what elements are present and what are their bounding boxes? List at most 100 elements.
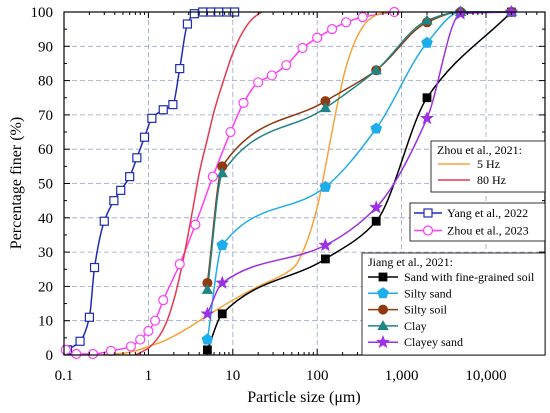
data-point-zhou-et-al-2023	[238, 97, 249, 108]
data-point-yang-et-al-2022	[132, 153, 142, 163]
data-point-sand-with-fine-grained-soil	[371, 216, 381, 226]
legend-frame	[361, 252, 546, 356]
legend-entry: Sand with fine-grained soil	[368, 270, 535, 284]
legend-swatch-marker	[376, 334, 390, 349]
legend-header: Zhou et al., 2021:	[437, 143, 522, 157]
legend-entry: Zhou et al., 2023	[414, 224, 529, 238]
legend-entry: 5 Hz	[438, 157, 500, 171]
data-point-clayey-sand	[215, 275, 230, 289]
data-point-silty-sand	[319, 180, 332, 192]
data-point-yang-et-al-2022	[109, 196, 119, 206]
data-point-clay	[319, 102, 332, 113]
y-axis-label: Percentage finer (%)	[8, 117, 25, 249]
legend-swatch-marker	[422, 225, 434, 236]
y-tick-label: 30	[38, 245, 53, 261]
data-point-clay	[370, 64, 382, 75]
data-point-zhou-et-al-2023	[281, 60, 292, 71]
legend-entry: Silty soil	[368, 303, 448, 317]
y-tick-label: 70	[38, 108, 53, 124]
data-point-yang-et-al-2022	[158, 105, 168, 115]
data-point-yang-et-al-2022	[175, 63, 185, 74]
data-point-yang-et-al-2022	[182, 19, 193, 29]
legend-label: Clayey sand	[404, 335, 463, 349]
data-point-zhou-et-al-2023	[158, 295, 169, 306]
legend-entry: Clayey sand	[368, 334, 463, 349]
data-point-clayey-sand	[369, 200, 384, 214]
legend-label: 80 Hz	[477, 173, 506, 187]
data-point-zhou-et-al-2023	[207, 171, 218, 182]
series-layer	[60, 4, 519, 360]
legend-label: Zhou et al., 2023	[447, 224, 529, 238]
legend-label: Silty soil	[404, 303, 448, 317]
legend-swatch-marker	[377, 320, 389, 331]
x-tick-label: 1,000	[385, 368, 419, 384]
data-point-zhou-et-al-2023	[87, 348, 99, 360]
y-tick-label: 20	[38, 279, 53, 295]
data-point-zhou-et-al-2023	[174, 259, 185, 270]
y-tick-label: 100	[31, 5, 54, 21]
data-point-sand-with-fine-grained-soil	[422, 93, 432, 103]
x-tick-label: 100	[306, 368, 329, 384]
y-tick-label: 80	[38, 74, 53, 90]
x-tick-label: 0.1	[55, 368, 74, 384]
data-point-zhou-et-al-2023	[143, 325, 154, 337]
legend-entry: Silty sand	[368, 286, 452, 300]
legend-label: Clay	[404, 319, 427, 333]
data-point-zhou-et-al-2023	[71, 348, 82, 360]
series-line-80-hz	[134, 11, 263, 356]
data-point-yang-et-al-2022	[89, 262, 100, 273]
x-tick-label: 1	[145, 368, 153, 384]
data-point-zhou-et-al-2023	[190, 219, 201, 230]
data-point-zhou-et-al-2023	[341, 17, 352, 28]
legend-frame	[430, 140, 546, 193]
legend-entry: Yang et al., 2022	[414, 206, 528, 220]
y-tick-label: 90	[38, 39, 53, 55]
data-point-clayey-sand	[200, 306, 215, 320]
data-point-zhou-et-al-2023	[60, 344, 71, 355]
legend-box: Zhou et al., 2021:5 Hz 80 Hz	[430, 140, 546, 193]
data-point-zhou-et-al-2023	[135, 334, 146, 345]
data-point-zhou-et-al-2023	[326, 24, 338, 35]
data-point-clay	[201, 284, 214, 294]
x-axis-label: Particle size (μm)	[247, 389, 360, 406]
data-point-zhou-et-al-2023	[297, 42, 308, 54]
data-point-yang-et-al-2022	[125, 172, 135, 182]
data-point-yang-et-al-2022	[116, 185, 126, 195]
data-point-silty-sand	[216, 239, 229, 251]
y-tick-label: 0	[46, 348, 54, 364]
legend-swatch-marker	[378, 272, 388, 282]
legend-label: Yang et al., 2022	[447, 206, 528, 220]
data-point-clayey-sand	[420, 111, 434, 125]
data-point-zhou-et-al-2023	[253, 77, 264, 88]
data-point-silty-sand	[370, 122, 382, 134]
data-point-zhou-et-al-2023	[266, 70, 277, 81]
data-point-silty-sand	[421, 36, 433, 48]
x-tick-label: 10,000	[465, 368, 506, 384]
axis-tick-labels: 0.1 1 10 100 1,000 10,000 0 10 20 30 40 50 60 70 80 90 1…	[31, 5, 507, 384]
data-point-zhou-et-al-2023	[225, 126, 236, 138]
legend-label: Sand with fine-grained soil	[404, 270, 535, 284]
data-point-clay	[421, 14, 433, 25]
data-point-zhou-et-al-2023	[105, 345, 117, 356]
legend-label: Silty sand	[404, 286, 452, 300]
data-point-yang-et-al-2022	[99, 216, 109, 226]
data-point-yang-et-al-2022	[168, 100, 178, 110]
data-point-sand-with-fine-grained-soil	[217, 309, 227, 319]
y-tick-label: 10	[38, 314, 53, 330]
legend-box: Yang et al., 2022 Zhou et al., 2023	[409, 202, 546, 242]
x-tick-label: 10	[225, 368, 240, 384]
y-tick-label: 60	[38, 142, 53, 158]
data-point-yang-et-al-2022	[75, 336, 85, 346]
data-point-zhou-et-al-2023	[125, 341, 136, 352]
legend-entry: Clay	[368, 319, 427, 333]
data-point-clay	[216, 167, 228, 178]
data-point-silty-sand	[201, 333, 214, 345]
data-point-sand-with-fine-grained-soil	[320, 254, 330, 264]
legend-swatch-marker	[377, 287, 389, 299]
legend-box: Jiang et al., 2021:Sand with fine-graine…	[361, 252, 546, 356]
data-point-zhou-et-al-2023	[312, 32, 323, 43]
data-point-yang-et-al-2022	[139, 132, 150, 142]
legend-header: Jiang et al., 2021:	[368, 255, 453, 269]
legends: Zhou et al., 2021:5 Hz 80 Hz Yang et al., …	[361, 140, 546, 356]
